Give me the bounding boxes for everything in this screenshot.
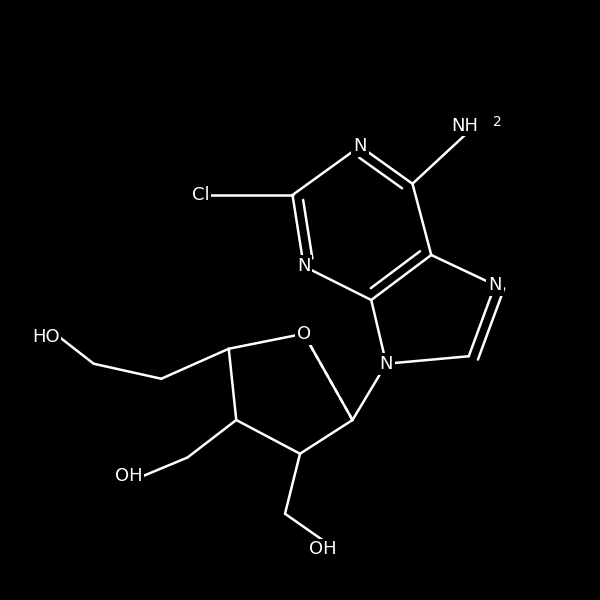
Text: O: O bbox=[296, 325, 311, 343]
Text: 2: 2 bbox=[493, 115, 502, 129]
Text: N: N bbox=[297, 257, 311, 275]
Text: N: N bbox=[379, 355, 393, 373]
Text: N: N bbox=[353, 137, 367, 155]
Text: OH: OH bbox=[115, 467, 143, 485]
Text: Cl: Cl bbox=[193, 186, 210, 204]
Text: HO: HO bbox=[32, 329, 60, 346]
Text: N: N bbox=[488, 276, 502, 294]
Text: NH: NH bbox=[452, 117, 479, 135]
Text: OH: OH bbox=[308, 540, 337, 558]
